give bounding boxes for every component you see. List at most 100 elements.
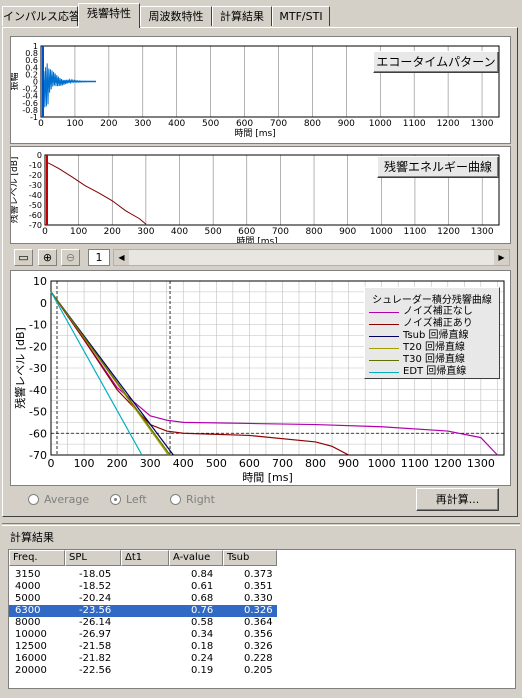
table-row[interactable]: 8000 -26.14 0.58 0.364 [9, 617, 277, 629]
x-tick-label: 1200 [437, 119, 460, 129]
series-line-5 [51, 292, 142, 455]
x-tick-label: 200 [100, 119, 117, 129]
legend-item: ノイズ補正あり [365, 318, 499, 330]
x-tick-label: 500 [205, 227, 222, 237]
x-tick-label: 400 [171, 227, 188, 237]
tab-results[interactable]: 計算結果 [212, 6, 272, 26]
table-cell: 0.356 [244, 629, 273, 641]
scroll-left-icon[interactable]: ◀ [114, 250, 129, 265]
table-cell: 0.326 [244, 605, 273, 617]
x-tick-label: 900 [339, 227, 356, 237]
table-row[interactable]: 10000 -26.97 0.34 0.356 [9, 629, 277, 641]
table-row[interactable]: 20000 -22.56 0.19 0.205 [9, 665, 277, 677]
tab-impulse-response[interactable]: インパルス応答 [2, 6, 78, 26]
zoom-out-button[interactable]: ⊖ [61, 249, 80, 266]
series-line-4 [51, 292, 170, 455]
legend-item: ノイズ補正なし [365, 306, 499, 318]
y-tick-label: 0 [40, 297, 47, 310]
legend-swatch [369, 360, 399, 361]
table-cell: 10000 [15, 629, 47, 641]
energy-chart-title-button[interactable]: 残響エネルギー曲線 [377, 156, 499, 178]
legend-label: EDT 回帰直線 [403, 366, 466, 377]
x-tick-label: 800 [305, 457, 326, 470]
horizontal-scrollbar[interactable]: ◀ ▶ [113, 249, 510, 266]
legend-label: Tsub 回帰直線 [403, 330, 469, 341]
y-tick-label: -20 [29, 340, 47, 353]
legend-item: Tsub 回帰直線 [365, 330, 499, 342]
table-cell: 0.24 [191, 653, 213, 665]
x-tick-label: 900 [338, 457, 359, 470]
radio-average[interactable]: Average [28, 493, 89, 506]
zoom-in-button[interactable]: ⊕ [38, 249, 57, 266]
legend-item: T30 回帰直線 [365, 354, 499, 366]
table-cell: 0.58 [191, 617, 213, 629]
x-tick-label: 100 [74, 457, 95, 470]
y-axis-label: 残響レベル [dB] [13, 327, 27, 409]
table-cell: 3150 [15, 569, 40, 581]
column-header[interactable]: SPL [65, 550, 121, 566]
echo-chart-title-button[interactable]: エコータイムパターン [373, 51, 499, 73]
x-tick-label: 200 [107, 457, 128, 470]
table-cell: -18.05 [79, 569, 111, 581]
table-cell: 12500 [15, 641, 47, 653]
echo-chart: 0 100 200 300 400 500 600 700 800 900 1000 1100 1200… [10, 36, 511, 144]
x-tick-label: 1300 [467, 457, 495, 470]
x-tick-label: 800 [305, 227, 322, 237]
y-tick-label: -50 [29, 201, 42, 210]
radio-dot [28, 494, 39, 505]
x-tick-label: 800 [304, 119, 321, 129]
table-cell: 0.18 [191, 641, 213, 653]
y-tick-label: -70 [29, 221, 42, 230]
tab-reverberation[interactable]: 残響特性 [78, 3, 140, 28]
column-header[interactable]: Δt1 [121, 550, 169, 566]
x-tick-label: 500 [202, 119, 219, 129]
x-tick-label: 1100 [403, 227, 426, 237]
table-cell: -26.97 [79, 629, 111, 641]
table-row[interactable]: 5000 -20.24 0.68 0.330 [9, 593, 277, 605]
x-tick-label: 1200 [437, 227, 460, 237]
table-row[interactable]: 6300 -23.56 0.76 0.326 [9, 605, 277, 617]
table-cell: 0.228 [244, 653, 273, 665]
table-row[interactable]: 3150 -18.05 0.84 0.373 [9, 569, 277, 581]
impulse-trace [44, 63, 92, 107]
table-cell: 4000 [15, 581, 40, 593]
zoom-out-icon: ⊖ [66, 251, 75, 264]
column-header[interactable]: Freq. [9, 550, 65, 566]
y-tick-label: -70 [29, 449, 47, 462]
table-cell: 0.373 [244, 569, 273, 581]
legend-swatch [369, 324, 399, 325]
column-header[interactable]: Tsub [223, 550, 277, 566]
table-cell: -26.14 [79, 617, 111, 629]
x-tick-label: 300 [137, 227, 154, 237]
radio-dot [110, 494, 121, 505]
decay-legend: シュレーダー積分残響曲線 ノイズ補正なし ノイズ補正あり Tsub 回帰直線 T20 … [364, 287, 500, 379]
results-table: Freq. SPL Δt1 A-value Tsub 3150 -18.05 0.84 0.3… [8, 549, 516, 689]
table-cell: 0.364 [244, 617, 273, 629]
legend-swatch [369, 312, 399, 313]
y-tick-label: 10 [33, 275, 47, 288]
tab-frequency[interactable]: 周波数特性 [140, 6, 212, 26]
x-tick-label: 600 [238, 227, 255, 237]
x-tick-label: 1100 [401, 457, 429, 470]
y-tick-label: -10 [29, 319, 47, 332]
scroll-right-icon[interactable]: ▶ [494, 250, 509, 265]
radio-left[interactable]: Left [110, 493, 147, 506]
tab-mtf-sti[interactable]: MTF/STI [272, 6, 330, 26]
legend-swatch [369, 372, 399, 373]
y-tick-label: -30 [29, 362, 47, 375]
table-row[interactable]: 12500 -21.58 0.18 0.326 [9, 641, 277, 653]
radio-right[interactable]: Right [170, 493, 215, 506]
recalculate-button[interactable]: 再計算... [416, 488, 499, 511]
x-tick-label: 1000 [368, 457, 396, 470]
table-cell: -20.24 [79, 593, 111, 605]
column-header[interactable]: A-value [169, 550, 223, 566]
x-tick-label: 1300 [471, 119, 494, 129]
x-tick-label: 100 [66, 119, 83, 129]
table-cell: -21.82 [79, 653, 111, 665]
fit-view-button[interactable]: ▭ [14, 249, 33, 266]
x-tick-label: 200 [104, 227, 121, 237]
table-row[interactable]: 4000 -18.52 0.61 0.351 [9, 581, 277, 593]
page-field[interactable]: 1 [88, 249, 110, 266]
table-row[interactable]: 16000 -21.82 0.24 0.228 [9, 653, 277, 665]
radio-dot [170, 494, 181, 505]
